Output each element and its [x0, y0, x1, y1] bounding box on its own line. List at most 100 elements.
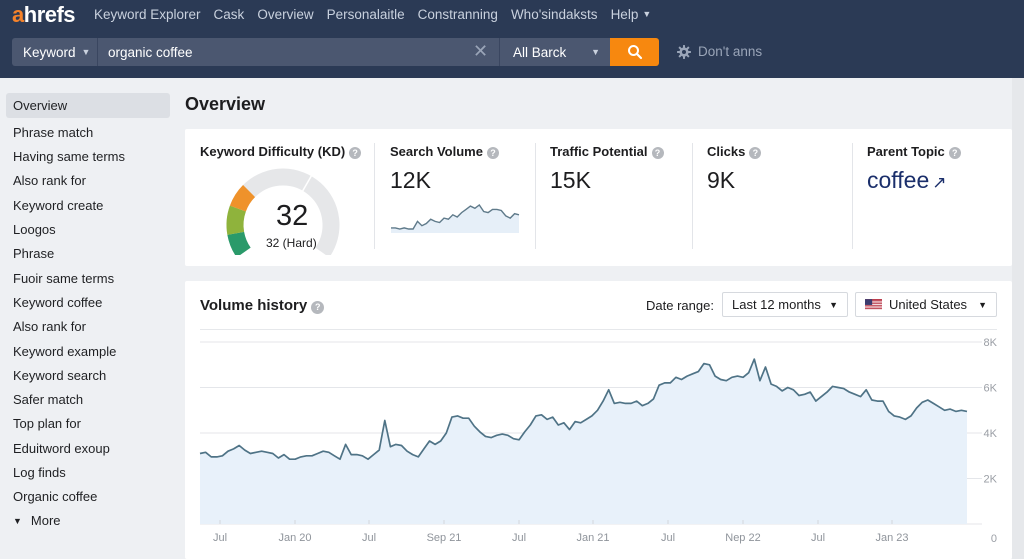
sidebar-more-toggle[interactable]: ▼ More [13, 513, 61, 528]
sidebar-item-phrase-match[interactable]: Phrase match [13, 125, 94, 140]
parent-topic-link[interactable]: coffee ↗ [867, 167, 947, 193]
sidebar-item-organic-coffee[interactable]: Organic coffee [13, 489, 98, 504]
x-tick-label: Jan 20 [278, 532, 311, 544]
keyword-search-input[interactable] [98, 38, 499, 66]
x-tick-label: Jul [213, 532, 227, 544]
sidebar-item-keyword-create[interactable]: Keyword create [13, 198, 104, 213]
nav-cask[interactable]: Cask [213, 7, 245, 22]
sidebar-item-loogos[interactable]: Loogos [13, 222, 56, 237]
nav-constranning[interactable]: Constranning [417, 7, 498, 22]
y-tick-label: 8K [984, 337, 998, 349]
sidebar-item-log-finds[interactable]: Log finds [13, 465, 66, 480]
sidebar-item-also-rank-for-2[interactable]: Also rank for [13, 319, 86, 334]
divider [535, 143, 536, 249]
kd-label: Keyword Difficulty (KD) [200, 144, 346, 159]
help-icon[interactable]: ? [486, 147, 499, 159]
nav-personalaitle[interactable]: Personalaitle [326, 7, 405, 22]
x-tick-label: Jul [512, 532, 526, 544]
country-select[interactable]: United States ▼ [855, 292, 997, 317]
y-tick-label: 2K [984, 474, 998, 486]
active-item-highlight [6, 93, 170, 118]
parent-topic-label: Parent Topic [867, 144, 945, 159]
search-button[interactable] [610, 38, 659, 66]
x-tick-label: Jul [811, 532, 825, 544]
y-tick-label: 0 [991, 533, 997, 545]
chevron-down-icon: ▼ [829, 299, 838, 310]
volume-history-chart: 0 2K 4K 6K 8K Jul Jan 20 Jul Sep 21 Jul Jan 21 Jul N… [199, 337, 998, 545]
sidebar-item-keyword-coffee[interactable]: Keyword coffee [13, 295, 103, 310]
metric-traffic-potential: Traffic Potential? 15K [550, 129, 690, 266]
us-flag-icon [865, 299, 882, 310]
x-tick-label: Jul [661, 532, 675, 544]
x-tick-label: Jan 21 [576, 532, 609, 544]
nav-overview[interactable]: Overview [257, 7, 314, 22]
volume-history-title: Volume history [200, 297, 308, 314]
metrics-card: Keyword Difficulty (KD)? 32 32 (Hard) Se… [185, 129, 1012, 266]
sidebar-item-safer-match[interactable]: Safer match [13, 392, 84, 407]
date-range-label: Date range: [646, 298, 714, 313]
y-tick-label: 4K [984, 428, 998, 440]
close-icon[interactable]: ✕ [473, 41, 489, 61]
date-range-select[interactable]: Last 12 months ▼ [722, 292, 848, 317]
help-icon[interactable]: ? [311, 301, 325, 314]
external-arrow-icon: ↗ [932, 173, 947, 192]
search-volume-value: 12K [390, 167, 431, 193]
divider [692, 143, 693, 249]
ahrefs-logo[interactable]: ahrefs [12, 2, 76, 27]
sidebar-item-phrase[interactable]: Phrase [13, 246, 55, 261]
traffic-potential-label: Traffic Potential [550, 144, 648, 159]
sidebar-item-top-plan-for[interactable]: Top plan for [13, 416, 81, 431]
sidebar-item-having-same-terms[interactable]: Having same terms [13, 149, 125, 164]
sidebar-item-eduitword-exoup[interactable]: Eduitword exoup [13, 441, 110, 456]
y-tick-label: 6K [984, 383, 998, 395]
search-volume-sparkline [391, 203, 520, 233]
help-icon[interactable]: ? [749, 147, 762, 159]
triangle-down-icon: ▼ [13, 516, 22, 526]
gear-icon [677, 44, 691, 59]
nav-whosindaksts[interactable]: Who'sindaksts [510, 7, 598, 22]
help-icon[interactable]: ? [651, 147, 664, 159]
sidebar-item-keyword-search[interactable]: Keyword search [13, 368, 107, 383]
search-icon [627, 45, 642, 60]
divider [852, 143, 853, 249]
top-bar: ahrefs Keyword Explorer Cask Overview Pe… [0, 0, 1024, 78]
chevron-down-icon: ▼ [81, 47, 91, 57]
chevron-down-icon: ▼ [591, 47, 600, 57]
gauge-segment-orange [229, 185, 256, 212]
scrollbar-track[interactable] [1012, 78, 1024, 559]
metric-parent-topic: Parent Topic? coffee ↗ [867, 129, 1007, 266]
gauge-divider [301, 175, 313, 192]
chevron-down-icon: ▼ [642, 9, 652, 19]
x-tick-label: Jan 23 [875, 532, 908, 544]
page-title: Overview [185, 94, 266, 114]
sparkline-area [391, 205, 519, 233]
nav-help[interactable]: Help ▼ [610, 7, 652, 22]
sidebar-item-fuoir-same-terms[interactable]: Fuoir same terms [13, 271, 115, 286]
sidebar-item-also-rank-for[interactable]: Also rank for [13, 173, 86, 188]
divider [374, 143, 375, 249]
sidebar-item-overview[interactable]: Overview [13, 98, 68, 113]
kd-gauge [226, 168, 340, 255]
clicks-label: Clicks [707, 144, 746, 159]
x-tick-label: Sep 21 [427, 532, 462, 544]
volume-area [200, 359, 967, 524]
traffic-potential-value: 15K [550, 167, 591, 193]
help-icon[interactable]: ? [948, 147, 961, 159]
search-bar: Keyword▼ ✕ All Barck▼ [12, 38, 659, 66]
search-mode-select[interactable]: Keyword ▼ [12, 38, 98, 66]
metric-clicks: Clicks? 9K [707, 129, 847, 266]
gauge-segment-green [227, 231, 251, 255]
settings-button[interactable]: Don't anns [677, 44, 762, 59]
x-tick-label: Jul [362, 532, 376, 544]
clicks-value: 9K [707, 167, 736, 193]
volume-line [199, 358, 968, 461]
divider [200, 329, 997, 330]
nav-keyword-explorer[interactable]: Keyword Explorer [94, 7, 201, 22]
main-nav: Keyword Explorer Cask Overview Personala… [94, 7, 664, 22]
kd-value: 32 [276, 200, 309, 232]
sparkline-line [391, 203, 520, 230]
sidebar-item-keyword-example[interactable]: Keyword example [13, 344, 117, 359]
help-icon[interactable]: ? [349, 147, 362, 159]
kd-caption: 32 (Hard) [266, 236, 317, 250]
search-scope-select[interactable]: All Barck ▼ [499, 38, 610, 66]
